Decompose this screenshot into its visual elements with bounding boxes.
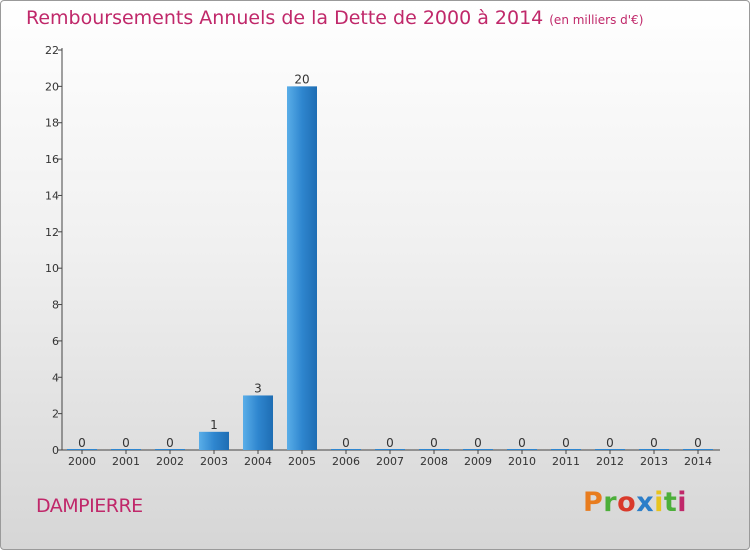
x-tick-label: 2000 bbox=[68, 455, 96, 468]
location-name: DAMPIERRE bbox=[36, 495, 143, 517]
logo-letter: i bbox=[677, 487, 688, 518]
bar bbox=[243, 395, 273, 450]
y-tick-label: 14 bbox=[45, 189, 59, 202]
x-tick-label: 2012 bbox=[596, 455, 624, 468]
data-label: 0 bbox=[386, 436, 394, 450]
data-label: 0 bbox=[694, 436, 702, 450]
data-label: 0 bbox=[166, 436, 174, 450]
x-tick-label: 2014 bbox=[684, 455, 712, 468]
bar bbox=[199, 431, 229, 450]
bar bbox=[287, 86, 317, 450]
logo-letter: x bbox=[636, 487, 655, 518]
x-tick-label: 2009 bbox=[464, 455, 492, 468]
chart-title-text: Remboursements Annuels de la Dette de 20… bbox=[26, 7, 544, 29]
data-label: 0 bbox=[342, 436, 350, 450]
y-tick-label: 6 bbox=[52, 335, 59, 348]
bar bbox=[331, 449, 361, 450]
bar bbox=[375, 449, 405, 450]
logo-letter: o bbox=[617, 487, 637, 518]
bar bbox=[683, 449, 713, 450]
data-label: 0 bbox=[78, 436, 86, 450]
bar bbox=[419, 449, 449, 450]
bar bbox=[595, 449, 625, 450]
x-tick-label: 2013 bbox=[640, 455, 668, 468]
bar bbox=[463, 449, 493, 450]
bar bbox=[639, 449, 669, 450]
bar bbox=[551, 449, 581, 450]
data-label: 0 bbox=[474, 436, 482, 450]
x-tick-label: 2003 bbox=[200, 455, 228, 468]
x-tick-label: 2004 bbox=[244, 455, 272, 468]
y-tick-label: 12 bbox=[45, 226, 59, 239]
bar bbox=[67, 449, 97, 450]
data-label: 0 bbox=[606, 436, 614, 450]
y-tick-label: 8 bbox=[52, 299, 59, 312]
logo-letter: r bbox=[603, 487, 618, 518]
data-label: 0 bbox=[650, 436, 658, 450]
x-tick-label: 2010 bbox=[508, 455, 536, 468]
y-tick-label: 22 bbox=[45, 44, 59, 57]
y-tick-label: 18 bbox=[45, 117, 59, 130]
x-tick-label: 2002 bbox=[156, 455, 184, 468]
y-tick-label: 20 bbox=[45, 80, 59, 93]
y-tick-label: 16 bbox=[45, 153, 59, 166]
data-label: 20 bbox=[294, 72, 309, 86]
logo-letter: i bbox=[654, 487, 664, 518]
x-tick-label: 2005 bbox=[288, 455, 316, 468]
data-label: 0 bbox=[518, 436, 526, 450]
x-tick-label: 2008 bbox=[420, 455, 448, 468]
logo-letter: t bbox=[663, 487, 678, 518]
proxiti-logo: Proxiti bbox=[583, 487, 687, 518]
x-tick-label: 2011 bbox=[552, 455, 580, 468]
y-tick-label: 4 bbox=[52, 371, 59, 384]
y-tick-label: 0 bbox=[52, 444, 59, 457]
chart-subtitle: (en milliers d'€) bbox=[549, 13, 644, 27]
logo-letter: P bbox=[583, 487, 604, 518]
bar bbox=[507, 449, 537, 450]
y-tick-label: 2 bbox=[52, 408, 59, 421]
bar bbox=[155, 449, 185, 450]
x-tick-label: 2001 bbox=[112, 455, 140, 468]
bar bbox=[111, 449, 141, 450]
chart-title: Remboursements Annuels de la Dette de 20… bbox=[26, 7, 643, 29]
data-label: 0 bbox=[122, 436, 130, 450]
y-tick-label: 10 bbox=[45, 262, 59, 275]
data-label: 0 bbox=[562, 436, 570, 450]
x-tick-label: 2007 bbox=[376, 455, 404, 468]
data-label: 0 bbox=[430, 436, 438, 450]
x-tick-label: 2006 bbox=[332, 455, 360, 468]
data-label: 3 bbox=[254, 381, 262, 395]
data-label: 1 bbox=[210, 418, 218, 432]
